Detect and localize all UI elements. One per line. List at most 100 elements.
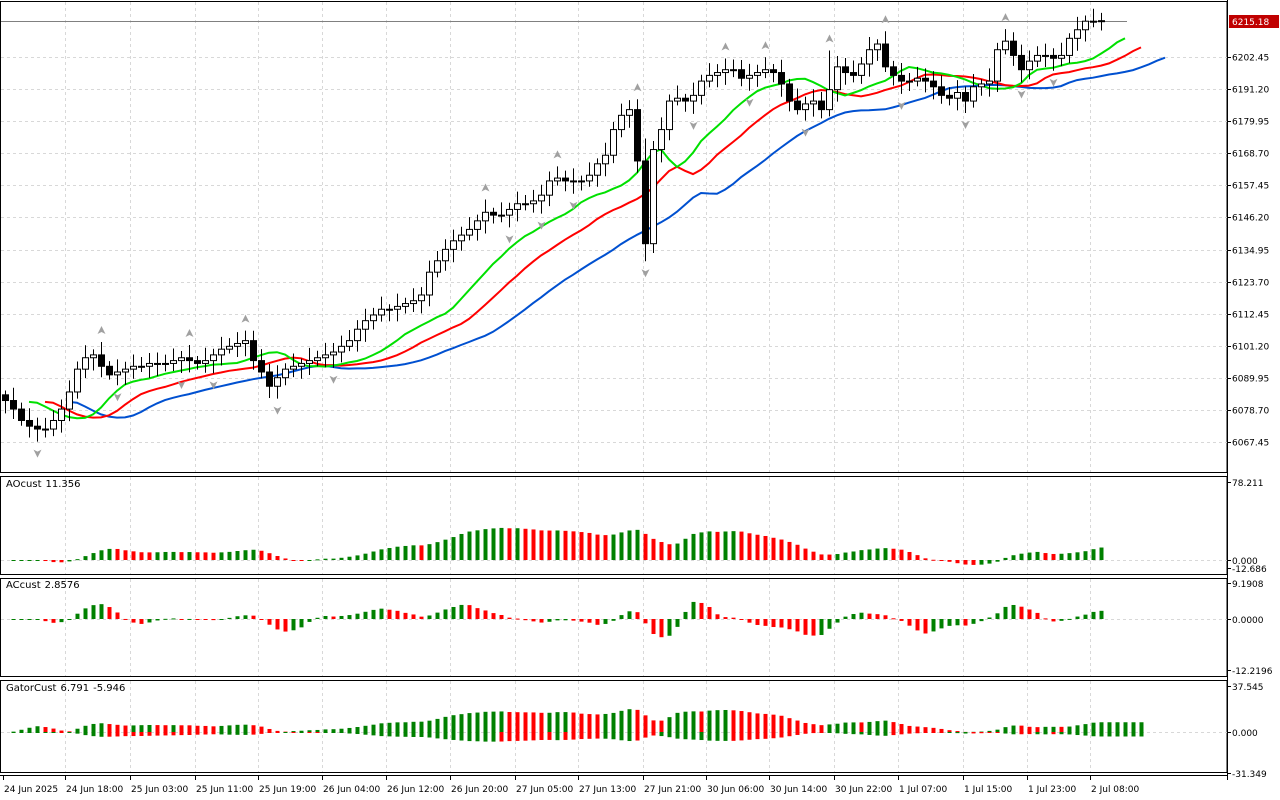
- ac-bar: [347, 615, 352, 619]
- ao-bar: [979, 560, 984, 565]
- ao-bar: [739, 531, 744, 560]
- ac-bar: [979, 619, 984, 622]
- gator-lower-bar: [859, 732, 864, 735]
- ao-bar: [723, 531, 728, 560]
- price-axis-label: 6078.70: [1232, 407, 1269, 417]
- bear-candle: [778, 72, 785, 85]
- fractal-down-icon: [801, 128, 810, 137]
- gator-lower-bar: [187, 732, 192, 736]
- time-axis-label: 26 Jun 20:00: [451, 785, 508, 795]
- price-axis-label: 6146.20: [1232, 214, 1269, 224]
- gator-upper-bar: [171, 725, 176, 732]
- ao-bar: [955, 560, 960, 564]
- gator-lower-bar: [1083, 732, 1088, 736]
- gator-upper-bar: [707, 710, 712, 732]
- ac-bar: [43, 619, 48, 622]
- gator-lower-bar: [323, 732, 328, 733]
- bull-candle: [602, 154, 609, 165]
- gator-upper-bar: [491, 711, 496, 732]
- ao-bar: [1075, 552, 1080, 560]
- ac-bar: [1075, 616, 1080, 619]
- gator-upper-bar: [51, 728, 56, 732]
- bull-candle: [162, 362, 169, 365]
- gator-lower-bar: [683, 732, 688, 740]
- ac-bar: [299, 619, 304, 628]
- gator-upper-bar: [115, 724, 120, 732]
- ao-bar: [387, 548, 392, 560]
- ac-bar: [1051, 619, 1056, 622]
- gator-lower-bar: [387, 732, 392, 737]
- bull-candle: [658, 129, 665, 151]
- gator-lower-bar: [515, 732, 520, 741]
- gator-lower-bar: [1003, 732, 1008, 734]
- gator-upper-bar: [403, 722, 408, 732]
- gator-lower-bar: [883, 732, 888, 736]
- gator-upper-bar: [515, 712, 520, 732]
- time-axis-label: 24 Jun 2025: [4, 785, 58, 795]
- ac-bar: [651, 619, 656, 635]
- gator-lower-bar: [299, 732, 304, 733]
- ao-bar: [99, 550, 104, 560]
- ac-bar: [867, 613, 872, 619]
- price-axis-label: 6168.70: [1232, 150, 1269, 160]
- bull-candle: [42, 428, 49, 431]
- ao-bar: [51, 560, 56, 563]
- ao-bar: [891, 548, 896, 560]
- ao-title: AOcust 11.356: [6, 479, 85, 490]
- ac-bar: [371, 609, 376, 619]
- ac-bar: [11, 619, 16, 620]
- gator-upper-bar: [523, 712, 528, 732]
- gator-upper-bar: [939, 728, 944, 732]
- gator-upper-bar: [531, 712, 536, 732]
- bull-candle: [874, 43, 881, 51]
- gator-lower-bar: [947, 732, 952, 733]
- ac-bar: [827, 619, 832, 629]
- ac-axis-label: 0.0000: [1232, 616, 1264, 626]
- ac-bar: [579, 619, 584, 622]
- gator-lower-bar: [491, 732, 496, 742]
- ao-bar: [43, 560, 48, 562]
- bull-candle: [650, 149, 657, 245]
- ac-bar: [1019, 606, 1024, 619]
- ao-bar: [179, 552, 184, 560]
- ac-bar: [155, 619, 160, 621]
- ac-bar: [179, 618, 184, 620]
- gator-upper-bar: [339, 728, 344, 732]
- gator-lower-bar: [1035, 732, 1040, 735]
- gator-lower-bar: [811, 732, 816, 734]
- ac-bar: [19, 619, 24, 620]
- fractal-down-icon: [689, 121, 698, 130]
- gator-upper-bar: [859, 722, 864, 732]
- bear-candle: [98, 354, 105, 367]
- ac-panel-frame: [0, 578, 1228, 677]
- bear-candle: [26, 419, 33, 427]
- ac-bar: [59, 619, 64, 623]
- gator-lower-bar: [747, 732, 752, 740]
- gator-lower-bar: [979, 732, 984, 734]
- bull-candle: [978, 83, 985, 88]
- gator-lower-bar: [899, 732, 904, 735]
- ao-bar: [659, 542, 664, 560]
- ac-bar: [187, 618, 192, 620]
- ao-bar: [803, 548, 808, 560]
- gator-upper-bar: [539, 712, 544, 732]
- gator-upper-bar: [755, 713, 760, 732]
- ac-bar: [987, 617, 992, 619]
- fractal-down-icon: [897, 101, 906, 110]
- gator-upper-bar: [331, 729, 336, 732]
- gator-upper-bar: [27, 727, 32, 732]
- gator-upper-bar: [931, 727, 936, 732]
- gator-upper-bar: [107, 724, 112, 732]
- ao-bar: [675, 543, 680, 560]
- gator-upper-bar: [827, 724, 832, 732]
- gator-upper-bar: [371, 724, 376, 732]
- gator-lower-bar: [475, 732, 480, 742]
- gator-lower-bar: [507, 732, 512, 742]
- time-axis-label: 25 Jun 19:00: [259, 785, 316, 795]
- gator-lower-bar: [83, 732, 88, 736]
- gator-lower-bar: [587, 732, 592, 739]
- ac-bar: [931, 619, 936, 632]
- ao-bar: [1027, 552, 1032, 560]
- gator-upper-bar: [1043, 726, 1048, 732]
